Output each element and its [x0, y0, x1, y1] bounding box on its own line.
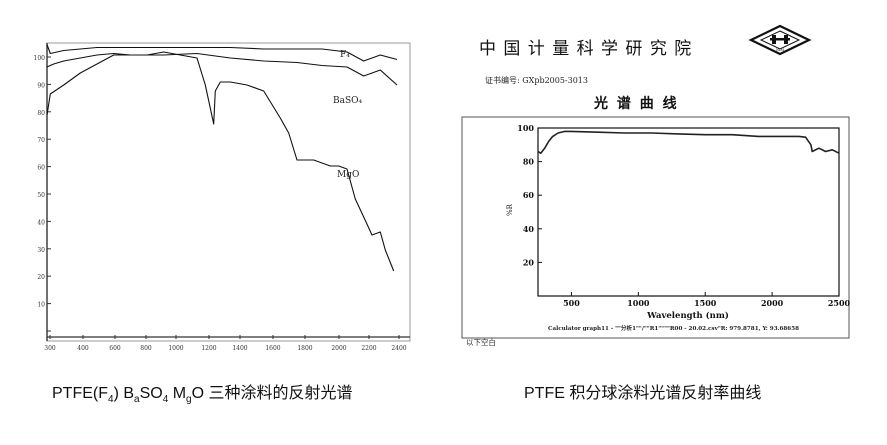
calculator-footer: Calculator graph11 - ""分析1""/""R1""""R00… [548, 324, 799, 332]
caption-b-sub: a [134, 394, 140, 406]
blank-below-note: 以下空白 [466, 337, 496, 347]
label-mgo: MgO [337, 170, 359, 180]
caption-suffix: O 三种涂料的反射光谱 [191, 385, 353, 402]
org-name: 中 国 计 量 科 学 研 究 院 [479, 39, 692, 59]
series-line-reflectance [537, 130, 840, 154]
left-y-tick-label: 20 [37, 274, 45, 281]
caption-m-sub: g [186, 394, 192, 406]
right-plot-frame [537, 127, 840, 297]
right-series-lines [537, 130, 840, 154]
caption-f-sub: 4 [108, 394, 114, 406]
logo-crossbar [770, 38, 790, 41]
left-x-tick-label: 2200 [361, 345, 376, 352]
right-x-tick-label: 2500 [828, 298, 851, 308]
left-y-tick-label: 90 [37, 82, 45, 89]
left-series-lines [46, 44, 398, 272]
caption-prefix: PTFE(F [52, 385, 108, 402]
left-y-tick-label: 100 [34, 55, 46, 62]
left-y-tick-label: 60 [37, 165, 45, 172]
caption-so-sub: 4 [162, 394, 169, 406]
spectrum-title: 光 谱 曲 线 [593, 95, 679, 112]
right-x-tick-label: 2000 [761, 298, 784, 308]
right-y-tick-label: 20 [523, 257, 535, 267]
left-y-tick-label: 50 [37, 192, 45, 199]
series-line-mgo [46, 51, 395, 272]
left-y-ticks: 100 90 80 70 60 50 40 30 20 10 [34, 55, 51, 332]
left-x-ticks: 300 400 600 800 1000 1200 1400 1600 1800 2000 2200… [44, 335, 407, 352]
left-x-tick-label: 1000 [168, 345, 183, 352]
left-x-tick-label: 300 [44, 345, 56, 352]
left-x-tick-label: 1600 [265, 345, 280, 352]
left-y-tick-label: 40 [37, 219, 45, 226]
left-chart: 100 90 80 70 60 50 40 30 20 10 300 400 600 800 1000 12… [34, 42, 411, 352]
left-x-tick-label: 1800 [297, 345, 312, 352]
right-y-tick-label: 80 [523, 157, 535, 167]
right-y-tick-label: 60 [523, 190, 535, 200]
left-y-tick-label: 80 [37, 110, 45, 117]
right-x-tick-label: 500 [563, 298, 580, 308]
left-y-tick-label: 10 [37, 302, 45, 309]
left-plot-frame [46, 42, 411, 342]
left-x-tick-label: 400 [77, 345, 89, 352]
left-x-tick-label: 600 [109, 345, 121, 352]
right-x-ticks: 500 1000 1500 2000 2500 [563, 292, 851, 308]
right-y-tick-label: 100 [517, 123, 534, 133]
right-x-tick-label: 1000 [627, 298, 650, 308]
cert-number: 证书编号: GXpb2005-3013 [485, 75, 588, 85]
nim-logo: NIM [748, 24, 812, 56]
left-x-tick-label: 1200 [201, 345, 216, 352]
label-baso4: BaSO₄ [333, 96, 363, 106]
left-x-tick-label: 2000 [331, 345, 346, 352]
left-x-tick-label: 800 [140, 345, 152, 352]
right-y-ticks: 100 80 60 40 20 [517, 123, 542, 267]
caption-mid3: M [168, 385, 187, 402]
right-y-tick-label: 40 [523, 224, 535, 234]
left-x-tick-label: 1400 [232, 345, 247, 352]
right-caption: PTFE 积分球涂料光谱反射率曲线 [524, 385, 762, 402]
caption-mid2: SO [139, 385, 163, 402]
right-certificate: 中 国 计 量 科 学 研 究 院 NIM 证书编号: GXpb2005-301… [461, 24, 851, 347]
series-line-baso [46, 52, 398, 86]
right-x-tick-label: 1500 [694, 298, 717, 308]
left-x-tick-label: 2400 [391, 345, 406, 352]
label-f4: F₄ [340, 50, 350, 60]
right-y-label: %R [506, 203, 514, 216]
left-y-tick-label: 30 [37, 247, 45, 254]
left-caption: PTFE(F4) BaSO4 MgO 三种涂料的反射光谱 [52, 379, 353, 405]
logo-text: NIM [776, 48, 784, 52]
left-y-tick-label: 70 [37, 137, 45, 144]
right-x-label: Wavelength (nm) [646, 310, 729, 321]
caption-mid1: ) B [113, 385, 135, 402]
logo-inner-diamond [759, 30, 801, 50]
series-line-f [46, 44, 398, 62]
